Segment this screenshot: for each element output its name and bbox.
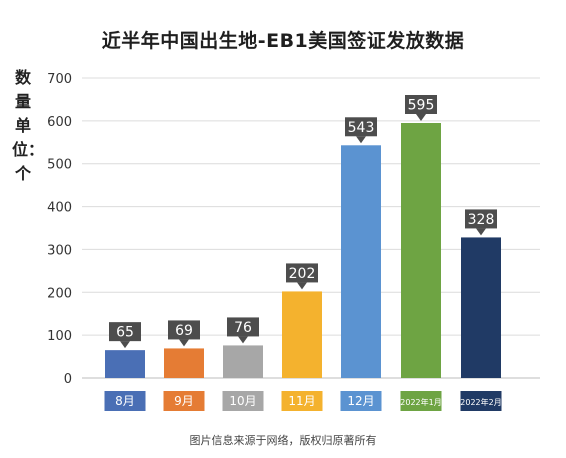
category-chip <box>460 391 502 411</box>
category-chip <box>281 391 323 411</box>
x-tick-label: 12月 <box>347 394 374 408</box>
bar <box>401 123 441 378</box>
data-label-pointer <box>476 228 486 236</box>
chart-title: 近半年中国出生地-EB1美国签证发放数据 <box>101 30 465 52</box>
x-tick-label: 8月 <box>115 394 135 408</box>
x-tick-label: 10月 <box>229 394 256 408</box>
data-label: 328 <box>468 212 495 228</box>
data-label-box <box>345 117 377 137</box>
bar <box>282 291 322 378</box>
data-label-pointer <box>120 341 130 349</box>
category-chip <box>104 391 146 411</box>
bar <box>164 348 204 378</box>
data-label: 202 <box>289 266 316 282</box>
y-tick-label: 400 <box>47 201 72 216</box>
data-label: 65 <box>116 325 134 341</box>
y-tick-label: 100 <box>47 329 72 344</box>
y-tick-label: 300 <box>47 243 72 258</box>
bar <box>341 145 381 378</box>
data-label: 595 <box>408 98 435 114</box>
data-label-box <box>109 322 141 342</box>
y-tick-label: 0 <box>64 372 72 387</box>
data-label-pointer <box>356 136 366 144</box>
bar <box>461 237 501 378</box>
data-label-box <box>405 95 437 114</box>
data-label-box <box>286 263 318 283</box>
y-axis-label: 数量 单位：个 <box>12 68 45 183</box>
x-tick-label: 2022年1月 <box>400 397 441 407</box>
y-tick-label: 600 <box>47 115 72 130</box>
data-label: 69 <box>175 323 193 339</box>
y-tick-label: 500 <box>47 158 72 173</box>
x-tick-label: 9月 <box>174 394 194 408</box>
y-tick-label: 700 <box>47 72 72 87</box>
x-tick-label: 11月 <box>288 394 315 408</box>
data-label-box <box>168 320 200 340</box>
bar <box>223 345 263 378</box>
category-chip <box>340 391 382 411</box>
category-chip <box>400 391 442 411</box>
category-chip <box>163 391 205 411</box>
data-label-pointer <box>238 336 248 344</box>
data-label-box <box>227 317 259 337</box>
data-label-pointer <box>297 282 307 290</box>
image-source-note: 图片信息来源于网络，版权归原著所有 <box>189 434 377 447</box>
data-label: 543 <box>348 120 375 136</box>
data-label-pointer <box>416 114 426 121</box>
x-tick-label: 2022年2月 <box>460 397 501 407</box>
data-label: 76 <box>234 320 252 336</box>
data-label-box <box>465 209 497 229</box>
bar <box>105 350 145 378</box>
y-tick-label: 200 <box>47 286 72 301</box>
category-chip <box>222 391 264 411</box>
data-label-pointer <box>179 339 189 347</box>
